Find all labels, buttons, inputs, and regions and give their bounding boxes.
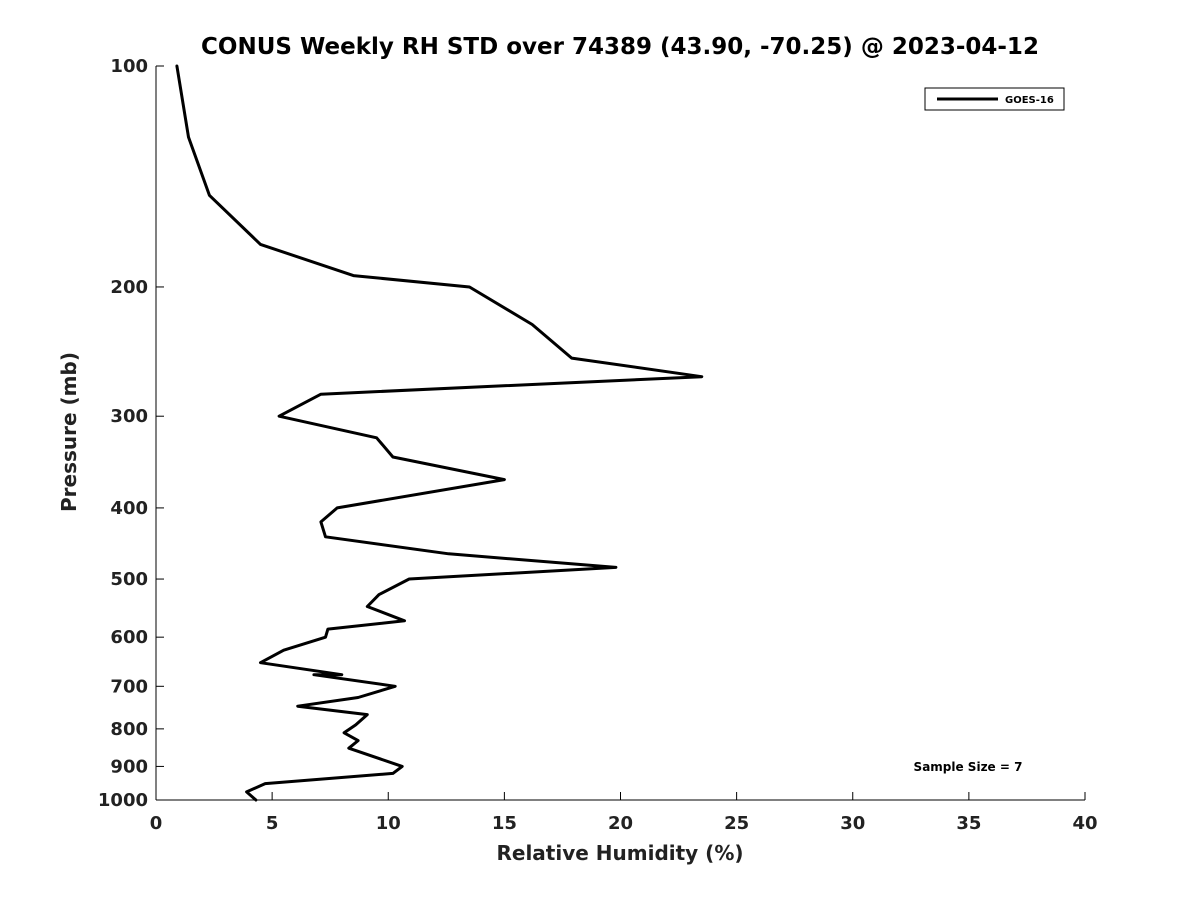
y-tick-label: 200	[110, 277, 148, 298]
y-tick-label: 700	[110, 676, 148, 697]
x-tick-label: 0	[150, 813, 163, 834]
series-layer	[175, 64, 704, 802]
x-tick-label: 25	[724, 813, 749, 834]
y-tick-label: 300	[110, 406, 148, 427]
y-tick-label: 800	[110, 719, 148, 740]
y-tick-label: 900	[110, 756, 148, 777]
chart-title: CONUS Weekly RH STD over 74389 (43.90, -…	[201, 34, 1039, 60]
legend-label: GOES-16	[1005, 95, 1054, 106]
y-ticks: 100 200 300 400 500 600 700 800 900 1000	[98, 56, 164, 811]
x-axis-label: Relative Humidity (%)	[496, 841, 743, 865]
y-axis-label: Pressure (mb)	[57, 352, 81, 512]
sample-size-annotation: Sample Size = 7	[914, 760, 1023, 774]
x-tick-label: 15	[492, 813, 517, 834]
y-tick-label: 500	[110, 569, 148, 590]
y-tick-label: 100	[110, 56, 148, 77]
x-tick-label: 10	[376, 813, 401, 834]
x-tick-label: 40	[1072, 813, 1097, 834]
series-line-goes-16	[175, 64, 704, 802]
y-tick-label: 1000	[98, 790, 148, 811]
y-tick-label: 400	[110, 498, 148, 519]
x-ticks: 0 5 10 15 20 25 30 35 40	[150, 792, 1098, 834]
x-tick-label: 35	[956, 813, 981, 834]
x-tick-label: 30	[840, 813, 865, 834]
y-tick-label: 600	[110, 627, 148, 648]
legend: GOES-16	[924, 87, 1065, 111]
x-tick-label: 20	[608, 813, 633, 834]
x-tick-label: 5	[266, 813, 279, 834]
